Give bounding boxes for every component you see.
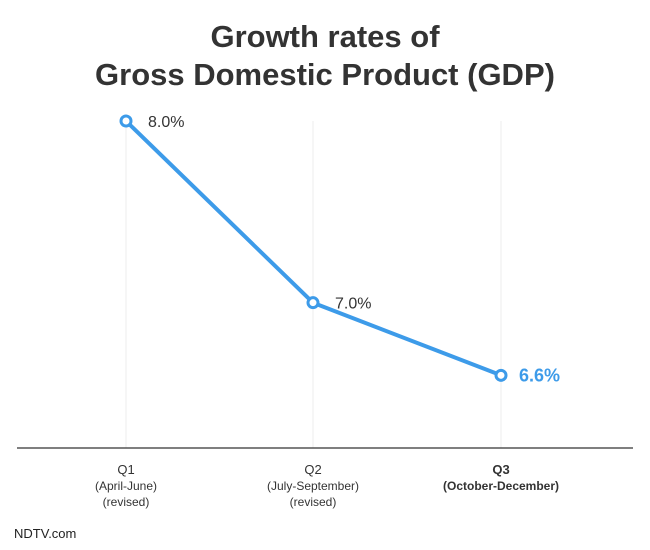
tick-sublabel-q3-1: (October-December) xyxy=(443,479,559,493)
tick-label-q1: Q1 xyxy=(117,462,134,477)
brand-logo-text: NDTV.com xyxy=(14,526,77,541)
tick-sublabel-q2-1: (July-September) xyxy=(267,479,359,493)
tick-sublabel-q1-2: (revised) xyxy=(103,495,150,509)
data-label-2: 7.0% xyxy=(335,296,371,313)
data-label-3: 6.6% xyxy=(519,365,560,385)
data-point-2 xyxy=(306,296,320,310)
tick-sublabel-q1-1: (April-June) xyxy=(95,479,157,493)
tick-sublabel-q2-2: (revised) xyxy=(290,495,337,509)
tick-label-q2: Q2 xyxy=(304,462,321,477)
data-point-1 xyxy=(119,114,133,128)
data-point-3 xyxy=(494,368,508,382)
tick-label-q3: Q3 xyxy=(492,462,509,477)
chart-title-line-1: Growth rates of xyxy=(210,19,440,54)
chart-title-line-2: Gross Domestic Product (GDP) xyxy=(95,57,555,92)
chart-title: Growth rates of Gross Domestic Product (… xyxy=(0,18,650,94)
data-label-1: 8.0% xyxy=(148,114,184,131)
